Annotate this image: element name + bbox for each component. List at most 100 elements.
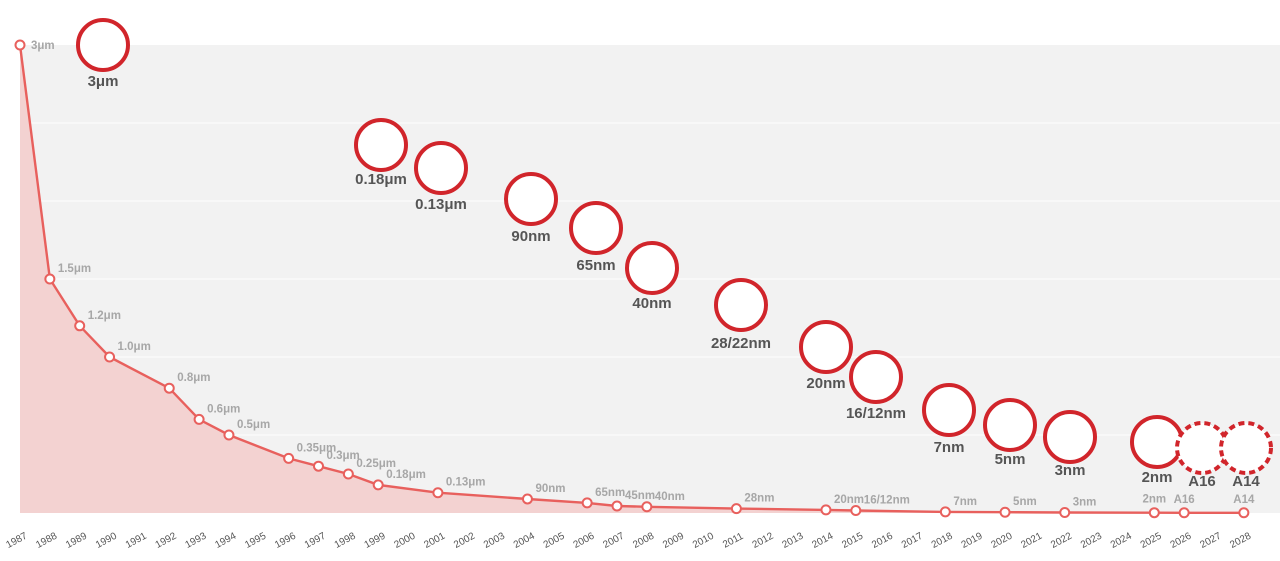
- data-point: [223, 429, 235, 441]
- data-label: 7nm: [953, 496, 977, 508]
- data-point: [74, 320, 86, 332]
- data-label: 65nm: [595, 487, 625, 499]
- data-point: [14, 39, 26, 51]
- process-node-image: 2nm: [1130, 415, 1184, 486]
- x-tick-label: 2018: [930, 531, 955, 551]
- data-point: [1059, 507, 1071, 519]
- x-tick-label: 2013: [781, 531, 806, 551]
- process-node-image: 0.18μm: [354, 118, 408, 188]
- data-label: 5nm: [1013, 496, 1037, 508]
- x-tick-label: 2022: [1049, 531, 1074, 551]
- node-label: 0.13μm: [415, 196, 467, 213]
- data-label: 20nm: [834, 494, 864, 506]
- area-shape: [20, 45, 1244, 513]
- data-label: 0.6μm: [207, 403, 240, 415]
- node-ring: [1219, 421, 1273, 475]
- x-tick-label: 1998: [333, 531, 358, 551]
- data-label: 28nm: [744, 493, 774, 505]
- process-node-image: 3μm: [76, 18, 130, 90]
- data-label: 16/12nm: [864, 495, 910, 507]
- process-node-image: 3nm: [1043, 410, 1097, 479]
- x-tick-label: 2004: [512, 531, 537, 551]
- x-tick-label: 1989: [64, 531, 89, 551]
- node-label: 40nm: [632, 295, 671, 312]
- x-tick-label: 1994: [213, 531, 238, 551]
- data-label: 0.3μm: [327, 450, 360, 462]
- x-tick-label: 2010: [691, 531, 716, 551]
- x-tick-label: 2016: [870, 531, 895, 551]
- data-label: 1.5μm: [58, 263, 91, 275]
- node-label: 20nm: [806, 375, 845, 392]
- data-label: 90nm: [535, 483, 565, 495]
- data-point: [1238, 507, 1250, 519]
- x-axis: 1987 1988 1989 1990 1991 1992 1993 1994 1995 1996…: [4, 531, 1253, 551]
- process-node-image: 28/22nm: [711, 278, 771, 352]
- x-tick-label: 1992: [154, 531, 179, 551]
- node-ring: [1130, 415, 1184, 469]
- data-point: [581, 497, 593, 509]
- x-tick-label: 1990: [94, 531, 119, 551]
- data-point: [611, 500, 623, 512]
- x-tick-label: 2003: [482, 531, 507, 551]
- x-tick-label: 2019: [960, 531, 985, 551]
- process-node-image: 65nm: [569, 201, 623, 274]
- x-tick-label: 2001: [422, 531, 447, 551]
- data-label: 0.5μm: [237, 419, 270, 431]
- data-label: 2nm: [1142, 494, 1166, 506]
- x-tick-label: 2017: [900, 531, 925, 551]
- x-tick-label: 1995: [243, 531, 268, 551]
- data-point: [193, 413, 205, 425]
- x-tick-label: 2012: [751, 531, 776, 551]
- node-label: 0.18μm: [355, 171, 407, 188]
- data-labels: 3μm1.5μm1.2μm1.0μm0.8μm0.6μm0.5μm0.35μm0…: [31, 40, 1255, 509]
- data-point: [999, 506, 1011, 518]
- process-node-image: 16/12nm: [846, 350, 906, 422]
- data-point: [44, 273, 56, 285]
- data-point: [372, 479, 384, 491]
- node-ring: [1175, 421, 1229, 475]
- process-node-image: 40nm: [625, 241, 679, 312]
- x-tick-label: 1987: [4, 531, 29, 551]
- node-label: 3μm: [88, 73, 119, 90]
- x-tick-label: 2011: [721, 531, 746, 551]
- x-tick-label: 1997: [303, 531, 328, 551]
- data-label: 40nm: [655, 491, 685, 503]
- node-label: A16: [1188, 473, 1216, 490]
- data-label: 1.2μm: [88, 310, 121, 322]
- data-point: [342, 468, 354, 480]
- data-label: 0.25μm: [356, 458, 396, 470]
- process-node-image: 7nm: [922, 383, 976, 456]
- data-label: 3nm: [1073, 497, 1097, 509]
- node-ring: [569, 201, 623, 255]
- x-tick-label: 2020: [989, 531, 1014, 551]
- data-point: [641, 501, 653, 513]
- x-tick-label: 2002: [452, 531, 477, 551]
- data-point: [313, 460, 324, 472]
- node-ring: [625, 241, 679, 295]
- x-tick-label: 2008: [631, 531, 656, 551]
- x-tick-label: 2006: [572, 531, 597, 551]
- x-tick-label: 2027: [1198, 531, 1223, 551]
- x-tick-label: 2005: [542, 531, 567, 551]
- x-tick-label: 1988: [34, 531, 59, 551]
- data-point: [820, 504, 832, 516]
- data-label: 0.8μm: [177, 372, 210, 384]
- x-tick-label: 1999: [363, 531, 388, 551]
- data-label: A16: [1174, 494, 1195, 506]
- data-label: A14: [1233, 494, 1255, 506]
- process-node-image: 90nm: [504, 172, 558, 245]
- data-point: [850, 505, 862, 517]
- node-ring: [1043, 410, 1097, 464]
- x-tick-label: 2014: [810, 531, 835, 551]
- x-tick-label: 2024: [1109, 531, 1134, 551]
- node-label: 2nm: [1142, 469, 1173, 486]
- data-label: 0.35μm: [297, 442, 337, 454]
- process-node-image: 20nm: [799, 320, 853, 392]
- data-label: 0.13μm: [446, 477, 486, 489]
- data-point: [521, 493, 533, 505]
- x-tick-label: 1993: [184, 531, 209, 551]
- x-tick-label: 2021: [1019, 531, 1044, 551]
- node-label: 90nm: [511, 228, 550, 245]
- node-label: 7nm: [934, 439, 965, 456]
